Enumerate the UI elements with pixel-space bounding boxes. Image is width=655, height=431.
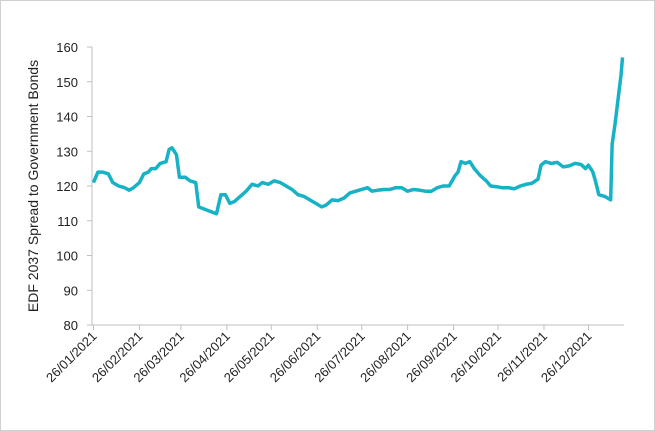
data-line	[91, 57, 625, 216]
y-tick-label: 140	[56, 110, 78, 125]
y-tick-label: 90	[64, 283, 78, 298]
y-tick-label: 160	[56, 40, 78, 55]
y-tick-label: 120	[56, 179, 78, 194]
y-tick-label: 100	[56, 249, 78, 264]
y-tick-label: 150	[56, 75, 78, 90]
y-tick-label: 80	[64, 318, 78, 333]
y-axis-label: EDF 2037 Spread to Government Bonds	[25, 60, 41, 312]
y-tick-label: 110	[57, 214, 78, 229]
y-tick-label: 130	[56, 144, 78, 159]
